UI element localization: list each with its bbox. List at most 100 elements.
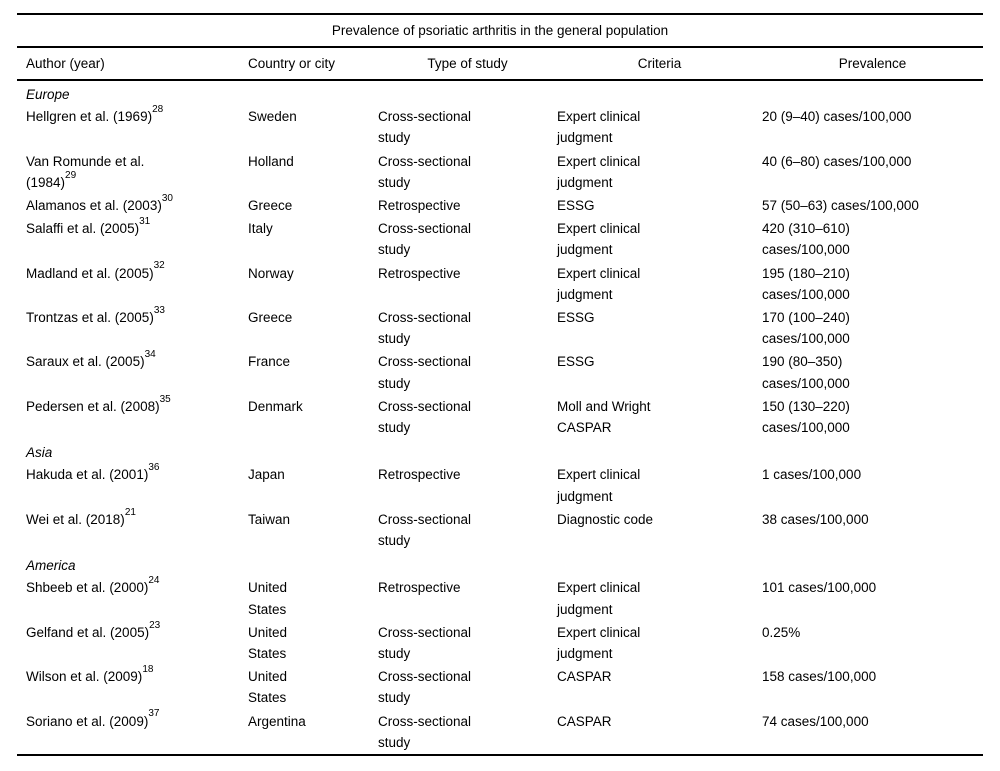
reference-superscript: 24 <box>148 575 160 587</box>
author-name: Pedersen et al. (2008) <box>26 398 160 414</box>
author-cell: Salaffi et al. (2005)31 <box>26 215 248 239</box>
table-row: Madland et al. (2005)32 Norway Retrospec… <box>17 260 983 306</box>
criteria-cell: ESSG <box>557 354 595 370</box>
author-name: Alamanos et al. (2003) <box>26 198 162 214</box>
section-label: Asia <box>26 445 53 461</box>
table-title: Prevalence of psoriatic arthritis in the… <box>331 23 669 38</box>
section-header-row: America <box>17 552 983 576</box>
section-header-row: Asia <box>17 439 983 463</box>
reference-superscript: 18 <box>142 663 154 675</box>
column-header-row: Author (year) Country or city Type of st… <box>17 48 983 79</box>
reference-superscript: 21 <box>124 506 136 518</box>
table-row: Hakuda et al. (2001)36 Japan Retrospecti… <box>17 463 983 507</box>
author-name: Madland et al. (2005) <box>26 265 154 281</box>
criteria-cell: ESSG <box>557 310 595 326</box>
criteria-cell: Moll and Wright CASPAR <box>557 398 651 436</box>
author-cell: Pedersen et al. (2008)35 <box>26 393 248 417</box>
criteria-cell: CASPAR <box>557 713 612 729</box>
column-header-type-of-study: Type of study <box>427 56 508 71</box>
prevalence-cell: 150 (130–220) cases/100,000 <box>762 398 850 436</box>
country-cell: Japan <box>248 467 285 483</box>
country-cell: Holland <box>248 153 294 169</box>
country-cell: Norway <box>248 265 294 281</box>
author-name: Wilson et al. (2009) <box>26 669 143 685</box>
criteria-cell: Expert clinical judgment <box>557 109 641 146</box>
criteria-cell: Expert clinical judgment <box>557 265 641 302</box>
table-row: Saraux et al. (2005)34 France Cross-sect… <box>17 350 983 394</box>
study-type-cell: Retrospective <box>378 198 461 214</box>
country-cell: Denmark <box>248 398 303 414</box>
table-row: Shbeeb et al. (2000)24 United States Ret… <box>17 576 983 620</box>
author-cell: Shbeeb et al. (2000)24 <box>26 575 248 598</box>
reference-superscript: 32 <box>153 260 165 272</box>
reference-superscript: 28 <box>152 103 164 115</box>
reference-superscript: 36 <box>148 462 160 474</box>
header-separator-rule <box>17 79 983 81</box>
author-name: Hellgren et al. (1969) <box>26 109 153 125</box>
study-type-cell: Retrospective <box>378 467 461 483</box>
author-cell: Hakuda et al. (2001)36 <box>26 462 248 485</box>
section-label: Europe <box>26 87 70 102</box>
table-row: Van Romunde et al. (1984)29 Holland Cros… <box>17 150 983 194</box>
table-row: Gelfand et al. (2005)23 United States Cr… <box>17 619 983 665</box>
prevalence-cell: 420 (310–610) cases/100,000 <box>762 221 850 258</box>
author-cell: Soriano et al. (2009)37 <box>26 708 248 732</box>
column-header-criteria: Criteria <box>637 56 682 71</box>
table-body: Europe Hellgren et al. (1969)28 Sweden C… <box>17 81 983 754</box>
prevalence-cell: 40 (6–80) cases/100,000 <box>762 153 912 169</box>
column-header-prevalence: Prevalence <box>838 56 907 71</box>
prevalence-cell: 101 cases/100,000 <box>762 580 877 596</box>
author-name: Trontzas et al. (2005) <box>26 310 154 326</box>
author-cell: Wei et al. (2018)21 <box>26 506 248 530</box>
country-cell: Argentina <box>248 713 306 729</box>
table-row: Wei et al. (2018)21 Taiwan Cross-section… <box>17 506 983 552</box>
study-type-cell: Cross-sectional study <box>378 398 472 436</box>
reference-superscript: 23 <box>149 619 161 631</box>
author-name: Wei et al. (2018) <box>26 511 125 527</box>
table-row: Pedersen et al. (2008)35 Denmark Cross-s… <box>17 393 983 439</box>
criteria-cell: Expert clinical judgment <box>557 467 641 504</box>
table-row: Wilson et al. (2009)18 United States Cro… <box>17 663 983 709</box>
author-name: Soriano et al. (2009) <box>26 713 149 729</box>
table-row: Salaffi et al. (2005)31 Italy Cross-sect… <box>17 215 983 261</box>
author-cell: Madland et al. (2005)32 <box>26 260 248 284</box>
title-separator-rule <box>17 46 983 48</box>
author-name: Salaffi et al. (2005) <box>26 221 140 237</box>
reference-superscript: 35 <box>159 393 171 405</box>
prevalence-cell: 38 cases/100,000 <box>762 511 869 527</box>
prevalence-cell: 170 (100–240) cases/100,000 <box>762 310 850 347</box>
table-row: Hellgren et al. (1969)28 Sweden Cross-se… <box>17 103 983 149</box>
country-cell: United States <box>248 669 288 706</box>
criteria-cell: ESSG <box>557 198 595 214</box>
author-cell: Trontzas et al. (2005)33 <box>26 305 248 328</box>
section-label: America <box>26 558 76 574</box>
prevalence-cell: 1 cases/100,000 <box>762 467 862 483</box>
table-row: Alamanos et al. (2003)30 Greece Retrospe… <box>17 193 983 217</box>
column-header-author: Author (year) <box>26 56 105 71</box>
prevalence-cell: 20 (9–40) cases/100,000 <box>762 109 912 125</box>
author-cell: Wilson et al. (2009)18 <box>26 663 248 687</box>
author-cell: Van Romunde et al. (1984)29 <box>26 151 248 193</box>
section-header-row: Europe <box>17 81 983 105</box>
author-name: Shbeeb et al. (2000) <box>26 580 149 596</box>
study-type-cell: Cross-sectional study <box>378 109 472 146</box>
criteria-cell: Diagnostic code <box>557 511 654 527</box>
author-name: Van Romunde et al. (1984) <box>26 153 145 190</box>
study-type-cell: Cross-sectional study <box>378 221 472 258</box>
reference-superscript: 29 <box>65 169 77 181</box>
study-type-cell: Cross-sectional study <box>378 511 472 549</box>
reference-superscript: 34 <box>144 349 156 361</box>
country-cell: France <box>248 354 291 370</box>
criteria-cell: CASPAR <box>557 669 612 685</box>
country-cell: Greece <box>248 310 293 326</box>
reference-superscript: 37 <box>148 708 160 720</box>
author-name: Hakuda et al. (2001) <box>26 467 149 483</box>
study-type-cell: Retrospective <box>378 265 461 281</box>
criteria-cell: Expert clinical judgment <box>557 153 641 190</box>
reference-superscript: 31 <box>139 215 151 227</box>
study-type-cell: Cross-sectional study <box>378 310 472 347</box>
prevalence-cell: 74 cases/100,000 <box>762 713 869 729</box>
author-cell: Gelfand et al. (2005)23 <box>26 619 248 643</box>
prevalence-cell: 57 (50–63) cases/100,000 <box>762 198 919 214</box>
